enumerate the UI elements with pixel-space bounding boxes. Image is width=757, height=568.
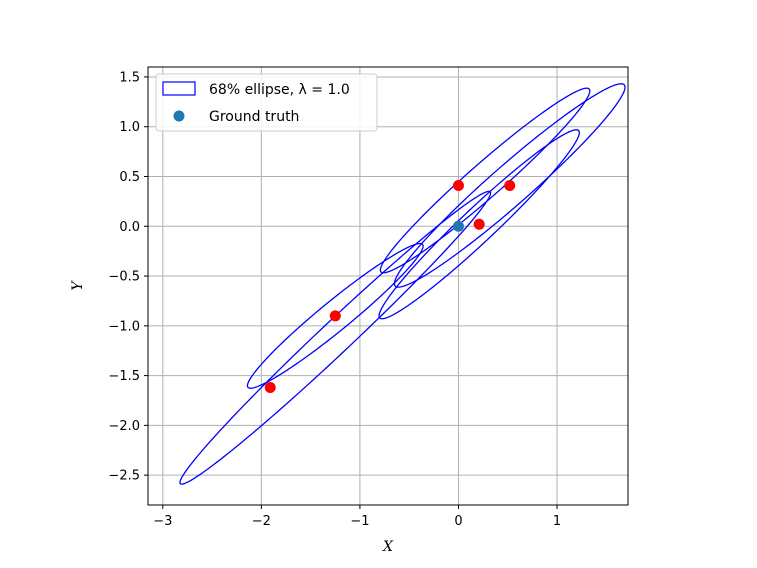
- legend-ellipse-swatch: [162, 81, 196, 96]
- estimate-point: [452, 179, 464, 191]
- confidence-ellipse: [393, 83, 626, 288]
- legend-label-ellipse: 68% ellipse, λ = 1.0: [209, 82, 350, 98]
- estimate-point: [329, 310, 341, 322]
- legend-label-ground-truth: Ground truth: [209, 109, 299, 125]
- y-tick-label: −2.5: [108, 469, 140, 484]
- plot-frame: [147, 66, 629, 506]
- x-tick-label: −2: [252, 514, 271, 529]
- estimate-point: [504, 179, 516, 191]
- grid: [148, 67, 628, 505]
- legend: 68% ellipse, λ = 1.0 Ground truth: [155, 73, 378, 132]
- y-axis-label: Y: [70, 280, 86, 291]
- x-tick-label: −3: [153, 514, 172, 529]
- y-tick-label: −2.0: [108, 419, 140, 434]
- ticks: −3 −2 −1 0 1 −2.5 −2.0 −1.5 −1.0 −0.5 0.0 0.5 1.0 1.5: [108, 70, 561, 529]
- x-tick-label: 1: [553, 514, 561, 529]
- x-axis-label: X: [382, 539, 394, 555]
- y-tick-label: −1.5: [108, 369, 140, 384]
- y-tick-label: −1.0: [108, 319, 140, 334]
- ellipses: [179, 83, 626, 485]
- legend-ground-truth-marker: [173, 110, 185, 122]
- y-tick-label: 0.0: [119, 220, 140, 235]
- x-tick-label: −1: [350, 514, 369, 529]
- data-points: [264, 179, 516, 394]
- y-tick-label: 1.5: [119, 70, 140, 85]
- legend-box: [155, 73, 378, 132]
- confidence-ellipse: [179, 190, 492, 485]
- ground-truth-point: [452, 220, 464, 232]
- estimate-point: [473, 218, 485, 230]
- y-tick-label: −0.5: [108, 270, 140, 285]
- estimate-point: [264, 382, 276, 394]
- x-tick-label: 0: [454, 514, 462, 529]
- y-tick-label: 1.0: [119, 120, 140, 135]
- y-tick-label: 0.5: [119, 170, 140, 185]
- confidence-ellipse: [246, 242, 424, 389]
